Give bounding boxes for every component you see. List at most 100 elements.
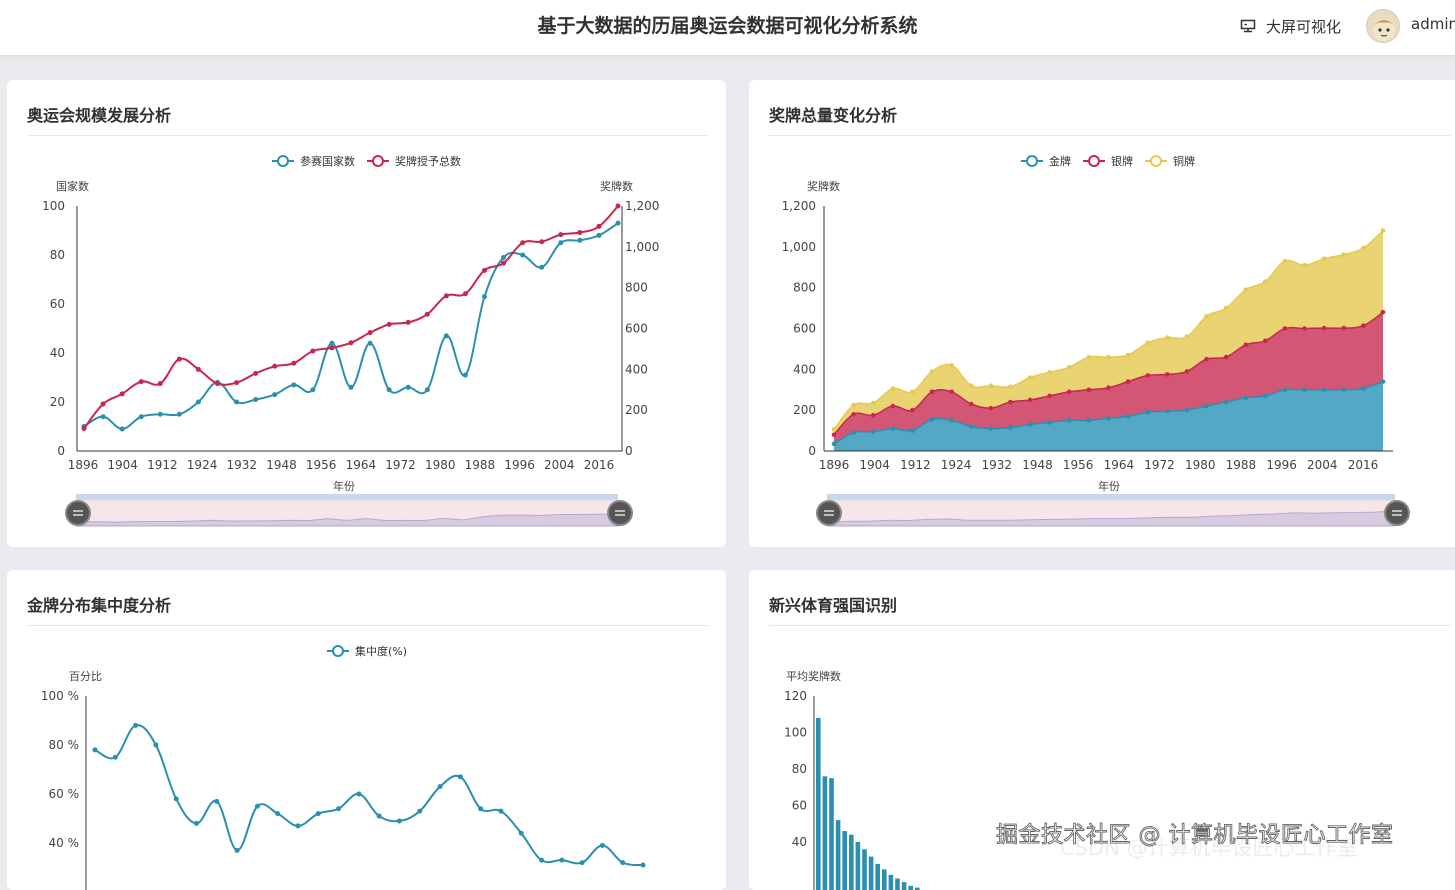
data-point [1381, 310, 1386, 315]
data-point [1224, 306, 1229, 311]
y-right-tick: 200 [625, 403, 648, 417]
data-point [253, 371, 258, 376]
x-tick-label: 2016 [584, 458, 615, 472]
data-point [194, 821, 199, 826]
data-point [558, 232, 563, 237]
data-point [120, 426, 125, 431]
y-right-tick: 1,000 [625, 240, 659, 254]
data-point [1106, 355, 1111, 360]
data-point [291, 382, 296, 387]
slider-handle-start [66, 501, 90, 525]
x-tick-label: 1964 [1104, 458, 1135, 472]
data-point [1185, 334, 1190, 339]
y-tick: 200 [793, 403, 816, 417]
x-tick-label: 2016 [1348, 458, 1379, 472]
data-point [600, 843, 605, 848]
bar [823, 776, 828, 890]
x-tick-label: 1904 [859, 458, 890, 472]
data-point [425, 312, 430, 317]
y-label: 百分比 [69, 670, 102, 683]
data-point [158, 381, 163, 386]
data-point [387, 387, 392, 392]
data-point [356, 792, 361, 797]
data-point [153, 743, 158, 748]
data-point [891, 404, 896, 409]
data-point [478, 806, 483, 811]
data-point [501, 261, 506, 266]
data-point [310, 387, 315, 392]
data-point [101, 414, 106, 419]
y-tick: 40 % [49, 836, 80, 850]
legend-marker [333, 646, 343, 656]
data-point [133, 723, 138, 728]
data-point [1322, 387, 1327, 392]
data-point [1028, 422, 1033, 427]
data-point [910, 389, 915, 394]
y-left-tick: 40 [50, 346, 65, 360]
data-point [1361, 323, 1366, 328]
username[interactable]: admin [1411, 15, 1455, 33]
x-axis-label: 年份 [333, 479, 355, 493]
data-point [368, 330, 373, 335]
slider-handle-start [817, 501, 841, 525]
data-point [832, 442, 837, 447]
data-point [235, 848, 240, 853]
data-point [1283, 387, 1288, 392]
data-point [120, 391, 125, 396]
data-point [1322, 326, 1327, 331]
data-point [368, 341, 373, 346]
data-point [444, 293, 449, 298]
data-point [1341, 387, 1346, 392]
legend-marker [1151, 156, 1161, 166]
data-point [1047, 394, 1052, 399]
x-tick-label: 1924 [187, 458, 218, 472]
bar [869, 857, 874, 890]
data-point [832, 427, 837, 432]
data-point [1145, 373, 1150, 378]
bigscreen-button[interactable]: 大屏可视化 [1240, 15, 1341, 37]
y-tick: 80 % [49, 738, 80, 752]
data-point [910, 428, 915, 433]
data-point [949, 389, 954, 394]
data-point [969, 402, 974, 407]
x-tick-label: 1956 [306, 458, 337, 472]
y-right-tick: 800 [625, 281, 648, 295]
data-point [1185, 369, 1190, 374]
top-header: 基于大数据的历届奥运会数据可视化分析系统 大屏可视化 admin [0, 0, 1455, 56]
data-point [1067, 365, 1072, 370]
data-point [1047, 420, 1052, 425]
data-point [577, 238, 582, 243]
data-point [93, 747, 98, 752]
legend-label: 铜牌 [1173, 154, 1195, 168]
data-point [158, 412, 163, 417]
bar [875, 864, 880, 890]
legend-label: 集中度(%) [355, 644, 407, 658]
data-point [1243, 287, 1248, 292]
avatar[interactable] [1366, 9, 1400, 43]
bigscreen-label: 大屏可视化 [1266, 16, 1341, 37]
x-tick-label: 1980 [1185, 458, 1216, 472]
data-point [969, 424, 974, 429]
data-point [214, 799, 219, 804]
y-right-tick: 600 [625, 322, 648, 336]
scale-chart[interactable]: 参赛国家数奖牌授予总数国家数奖牌数1008060402001,2001,0008… [7, 80, 726, 547]
series-line [95, 725, 643, 865]
x-tick-label: 1948 [266, 458, 297, 472]
data-point [989, 426, 994, 431]
data-point [1165, 335, 1170, 340]
data-point [1185, 408, 1190, 413]
data-point [1087, 355, 1092, 360]
data-point [272, 364, 277, 369]
data-point [196, 367, 201, 372]
data-point [1263, 338, 1268, 343]
bar [836, 820, 841, 890]
data-point [580, 860, 585, 865]
data-point [498, 809, 503, 814]
y-tick: 40 [792, 835, 807, 849]
x-tick-label: 1896 [819, 458, 850, 472]
data-point [1204, 357, 1209, 362]
y-label: 平均奖牌数 [786, 669, 841, 683]
data-point [930, 417, 935, 422]
